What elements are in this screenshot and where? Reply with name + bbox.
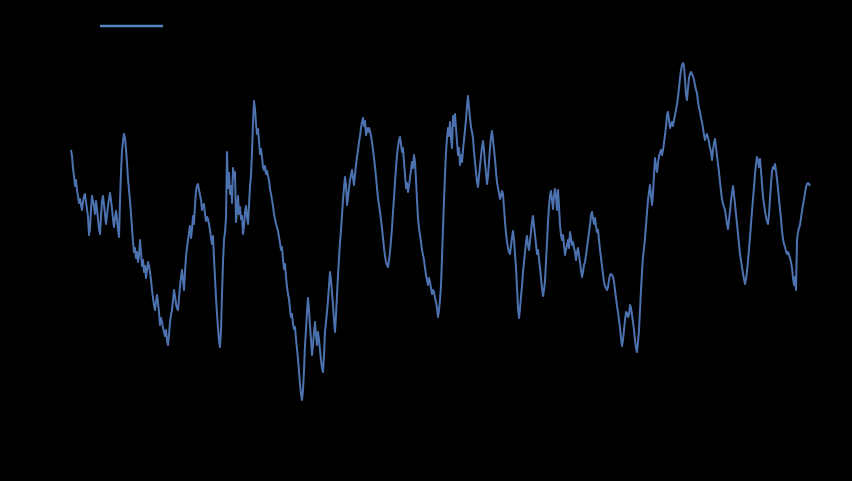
series-line	[70, 62, 811, 401]
